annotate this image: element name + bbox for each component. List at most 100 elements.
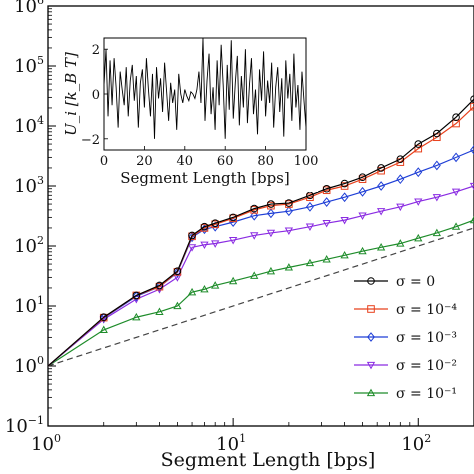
data-point	[250, 271, 259, 279]
inset-x-tick-label: 40	[177, 154, 194, 169]
inset-series-line	[104, 38, 306, 139]
data-point	[322, 184, 331, 193]
series-line	[48, 219, 474, 367]
data-point	[250, 204, 259, 213]
data-point	[155, 307, 164, 315]
main-axes-frame	[47, 5, 474, 427]
data-point	[414, 233, 423, 242]
data-point	[173, 267, 182, 276]
data-point	[470, 144, 474, 155]
y-tick-label: 104	[14, 114, 44, 137]
data-point	[358, 212, 367, 221]
data-point	[306, 193, 314, 202]
data-point	[340, 192, 349, 203]
data-point	[376, 208, 386, 216]
y-tick-label: 10−1	[5, 414, 44, 437]
data-point	[396, 203, 405, 212]
data-point	[284, 227, 294, 236]
data-point	[469, 215, 474, 224]
data-point	[340, 250, 349, 259]
data-point	[414, 198, 423, 206]
inset-x-tick-label: 20	[136, 154, 153, 169]
data-point	[432, 194, 442, 202]
legend-label: σ = 10⁻³	[396, 330, 457, 346]
inset-y-axis-title: U_i [k_B T]	[62, 52, 80, 136]
legend-label: σ = 10⁻²	[396, 358, 457, 374]
legend-label: σ = 10⁻⁴	[396, 302, 457, 318]
data-point	[266, 208, 275, 219]
data-point	[358, 186, 367, 197]
inset-x-tick-label: 0	[100, 154, 108, 169]
data-point	[414, 167, 423, 178]
series-group	[48, 215, 474, 367]
inset-y-tick-label: −2	[81, 133, 100, 148]
legend-label: σ = 10⁻¹	[396, 386, 457, 402]
inset-y-tick-label: 2	[92, 43, 100, 58]
data-point	[132, 291, 141, 300]
data-point	[173, 267, 182, 278]
data-point	[451, 188, 461, 197]
data-point	[376, 243, 386, 251]
data-point	[367, 277, 375, 285]
data-point	[99, 325, 108, 334]
data-point	[99, 313, 108, 322]
data-point	[340, 182, 349, 190]
data-point	[200, 284, 209, 293]
data-point	[188, 232, 197, 243]
series-line	[48, 98, 474, 367]
data-point	[396, 155, 405, 163]
x-tick-label: 102	[401, 432, 431, 455]
data-point	[228, 276, 238, 285]
data-point	[200, 241, 209, 250]
inset-x-tick-label: 80	[257, 154, 274, 169]
data-point	[377, 164, 385, 172]
inset-y-tick-label: 0	[92, 88, 100, 103]
data-point	[340, 216, 349, 225]
data-point	[432, 160, 441, 171]
data-point	[266, 266, 276, 275]
data-point	[211, 240, 220, 248]
series-line	[48, 106, 474, 367]
data-point	[284, 206, 293, 217]
y-tick-label: 100	[14, 354, 44, 377]
data-point	[358, 175, 367, 183]
data-point	[452, 113, 460, 122]
data-point	[266, 229, 276, 238]
reference-dashed-line	[48, 227, 474, 367]
data-point	[358, 173, 367, 182]
data-point	[340, 179, 349, 188]
inset-x-axis-title: Segment Length [bps]	[120, 169, 289, 187]
data-point	[200, 222, 209, 231]
y-tick-label: 106	[14, 0, 44, 17]
data-point	[432, 228, 442, 237]
data-point	[469, 182, 474, 191]
data-point	[173, 301, 182, 310]
data-point	[306, 201, 314, 212]
data-point	[367, 305, 375, 313]
y-tick-label: 103	[14, 174, 44, 197]
data-point	[396, 174, 405, 185]
data-point	[470, 95, 474, 103]
data-point	[305, 258, 315, 267]
x-axis-title: Segment Length [bps]	[161, 449, 376, 471]
data-point	[228, 237, 238, 245]
data-point	[366, 361, 376, 370]
data-point	[377, 181, 386, 191]
inset-x-tick-label: 100	[294, 154, 319, 169]
y-tick-label: 105	[14, 54, 44, 77]
data-point	[322, 254, 331, 263]
y-tick-label: 101	[14, 294, 44, 317]
data-point	[284, 263, 294, 271]
data-point	[211, 219, 219, 227]
data-point	[229, 213, 237, 222]
data-point	[267, 200, 275, 208]
y-tick-label: 102	[14, 234, 44, 257]
data-point	[367, 332, 375, 342]
data-point	[414, 144, 423, 153]
inset-x-tick-label: 60	[217, 154, 234, 169]
data-point	[285, 199, 293, 207]
data-point	[414, 140, 423, 148]
data-point	[396, 239, 405, 247]
data-point	[211, 281, 220, 289]
